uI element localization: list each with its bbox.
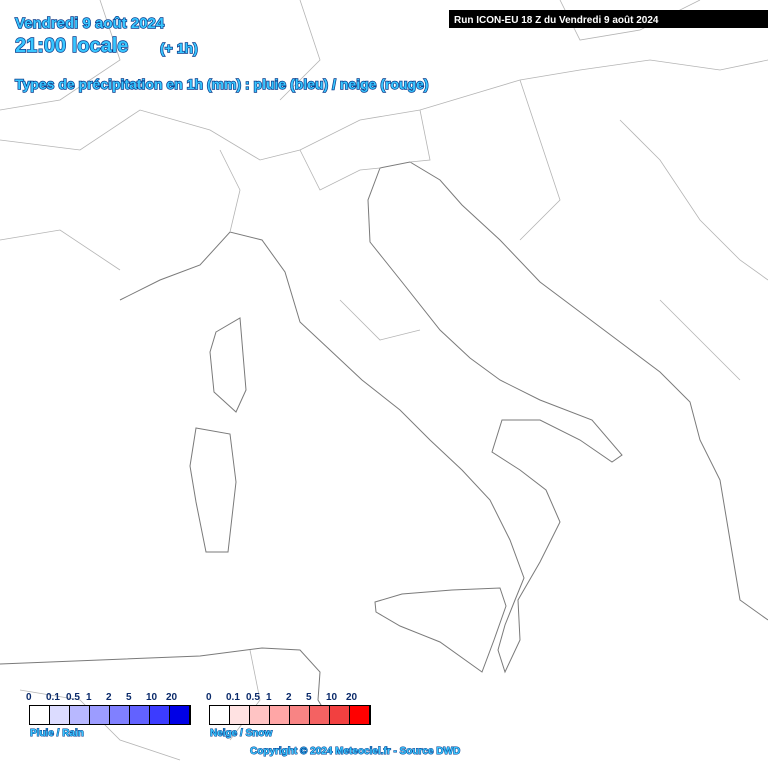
legend-tick: 10	[326, 692, 338, 703]
legend-swatch	[230, 706, 249, 724]
run-label: Run ICON-EU 18 Z du Vendredi 9 août 2024	[454, 15, 659, 26]
legend-swatch	[170, 706, 189, 724]
legend-swatch	[50, 706, 69, 724]
legend-swatch	[250, 706, 269, 724]
sardinia	[189, 427, 237, 553]
legend-swatch	[90, 706, 109, 724]
legend-tick: 20	[166, 692, 178, 703]
legend-tick: 0.1	[226, 692, 240, 703]
north-africa-coast	[0, 647, 331, 721]
legend-title: Pluie / Rain	[30, 728, 84, 739]
legend-tick: 1	[266, 692, 272, 703]
legend-tick: 2	[106, 692, 112, 703]
legend-tick: 0.1	[46, 692, 60, 703]
legend-swatch	[350, 706, 369, 724]
corsica	[209, 317, 247, 413]
date-title: Vendredi 9 août 2024	[15, 15, 165, 32]
time-offset: (+ 1h)	[160, 40, 198, 56]
legend-swatch	[110, 706, 129, 724]
legend-swatch	[210, 706, 229, 724]
copyright: Copyright © 2024 Meteociel.fr - Source D…	[250, 746, 460, 757]
sicily	[374, 587, 507, 673]
legend-tick: 0.5	[246, 692, 260, 703]
legend-tick: 0	[26, 692, 32, 703]
legend-tick: 5	[126, 692, 132, 703]
legend-tick: 1	[86, 692, 92, 703]
legend-swatch	[330, 706, 349, 724]
legend-tick: 20	[346, 692, 358, 703]
run-label-bg	[449, 10, 768, 28]
legend-swatch	[30, 706, 49, 724]
legend-swatch	[130, 706, 149, 724]
legend-swatch	[290, 706, 309, 724]
legend-tick: 5	[306, 692, 312, 703]
legend-tick: 2	[286, 692, 292, 703]
legend-swatch	[150, 706, 169, 724]
legend-title: Neige / Snow	[210, 728, 272, 739]
legend-swatch	[270, 706, 289, 724]
time-title: 21:00 locale	[15, 35, 128, 57]
legend-swatch	[70, 706, 89, 724]
italy-coast	[119, 161, 768, 674]
legend-swatch	[310, 706, 329, 724]
subtitle: Types de précipitation en 1h (mm) : plui…	[15, 76, 429, 92]
legend-tick: 10	[146, 692, 158, 703]
legend-tick: 0	[206, 692, 212, 703]
legend-tick: 0.5	[66, 692, 80, 703]
